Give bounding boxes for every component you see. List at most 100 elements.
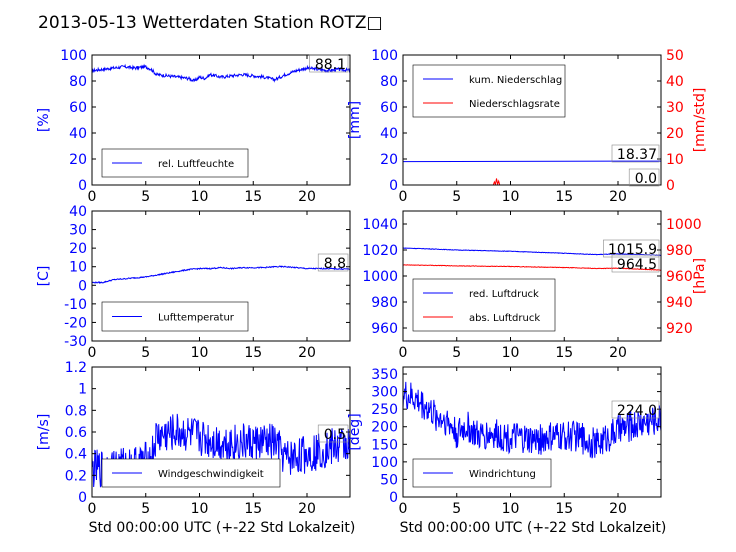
y2-tick-label: 40: [666, 74, 684, 90]
y2-tick-label: 30: [666, 100, 684, 116]
value-annotation-box: [611, 144, 660, 163]
legend-label: Windrichtung: [469, 469, 536, 480]
x-tick-label: 20: [609, 345, 627, 361]
x-tick-label: 5: [452, 345, 461, 361]
x-tick-label: 5: [141, 189, 150, 205]
y-tick-label: -20: [64, 315, 87, 331]
y-tick-label: 0: [78, 178, 87, 194]
x-tick-label: 20: [609, 189, 627, 205]
y2-tick-label: 1000: [666, 217, 702, 233]
y-tick-label: -10: [64, 297, 87, 313]
plot-frame: [402, 366, 662, 498]
value-annotation: 8.8: [324, 256, 346, 272]
y-tick-label: 0: [78, 278, 87, 294]
x-tick-label: 5: [452, 501, 461, 517]
y2-axis-label: [hPa]: [692, 258, 708, 294]
x-tick-label: 10: [191, 189, 209, 205]
y-tick-label: 20: [69, 152, 87, 168]
legend-label: red. Luftdruck: [469, 289, 539, 300]
value-annotation-box: [628, 168, 660, 187]
value-annotation: 88.1: [315, 57, 346, 73]
plot-frame: [91, 210, 351, 342]
y-tick-label: 20: [69, 241, 87, 257]
x-tick-label: 15: [244, 501, 262, 517]
y-tick-label: 1040: [362, 217, 398, 233]
x-tick-label: 20: [298, 189, 316, 205]
y-tick-label: 40: [69, 126, 87, 142]
y-axis-label: [deg]: [347, 413, 363, 450]
value-annotation-box: [309, 54, 349, 73]
y-tick-label: 0.6: [65, 425, 87, 441]
x-tick-label: 10: [502, 189, 520, 205]
y2-axis-label: [mm/std]: [692, 88, 708, 153]
y-tick-label: 40: [380, 126, 398, 142]
y-tick-label: 0.4: [65, 447, 87, 463]
panel-niederschlag: 0 5 10 15 20 0 20 40 60 80 100 0 10 20 30 40 50 [mm/std] […: [347, 48, 708, 205]
y-tick-label: 100: [371, 455, 398, 471]
y-tick-label: 60: [69, 100, 87, 116]
x-tick-label: 0: [399, 501, 408, 517]
series-line-windrichtung: [403, 381, 661, 459]
legend-label: abs. Luftdruck: [469, 313, 540, 324]
value-annotation: 964.5: [617, 257, 657, 273]
legend-label: Lufttemperatur: [158, 313, 235, 324]
y-tick-label: 980: [371, 295, 398, 311]
y2-tick-label: 50: [666, 48, 684, 64]
y-tick-label: 250: [371, 402, 398, 418]
y-tick-label: 0: [78, 490, 87, 506]
y-tick-label: 960: [371, 321, 398, 337]
y-axis-label: [mm]: [347, 101, 363, 139]
y-tick-label: 350: [371, 367, 398, 383]
x-tick-label: 20: [609, 501, 627, 517]
x-label-left: Std 00:00:00 UTC (+-22 Std Lokalzeit): [89, 520, 356, 536]
y-tick-label: 20: [380, 152, 398, 168]
value-annotation: 224.0: [617, 403, 657, 419]
y2-tick-label: 960: [666, 269, 693, 285]
x-tick-label: 15: [244, 189, 262, 205]
value-annotation: 18.37: [617, 147, 657, 163]
y2-tick-label: 920: [666, 321, 693, 337]
value-annotation-box: [603, 239, 660, 258]
value-annotation-box: [317, 424, 349, 443]
panel-windrichtung: 0 5 10 15 20050100150200250300350[deg]Windri…: [347, 366, 662, 517]
y-tick-label: 150: [371, 437, 398, 453]
y-tick-label: 80: [69, 74, 87, 90]
y-axis-label: [m/s]: [36, 414, 52, 451]
x-tick-label: 20: [298, 345, 316, 361]
y2-tick-label: 10: [666, 152, 684, 168]
legend-label: kum. Niederschlag: [469, 75, 562, 86]
series-line-niederschlagsrate: [403, 178, 661, 185]
series-line-rel-luftfeuchte: [92, 63, 350, 83]
y-axis-label: [C]: [36, 266, 52, 287]
x-label-right: Std 00:00:00 UTC (+-22 Std Lokalzeit): [400, 520, 667, 536]
x-tick-label: 0: [88, 345, 97, 361]
y-tick-label: 0: [389, 178, 398, 194]
y-tick-label: 30: [69, 223, 87, 239]
y2-tick-label: 0: [666, 178, 675, 194]
y-tick-label: 0: [389, 490, 398, 506]
x-tick-label: 5: [141, 345, 150, 361]
y2-tick-label: 20: [666, 126, 684, 142]
y-tick-label: 200: [371, 420, 398, 436]
legend-label: Niederschlagsrate: [469, 99, 560, 110]
y-tick-label: 80: [380, 74, 398, 90]
y-tick-label: 0.2: [65, 468, 87, 484]
value-annotation: 0.0: [635, 171, 657, 187]
legend-label: rel. Luftfeuchte: [158, 159, 234, 170]
value-annotation: 0.5: [324, 427, 346, 443]
value-annotation: 1015.9: [608, 242, 657, 258]
x-tick-label: 0: [88, 189, 97, 205]
panel-windgeschwindigkeit: 0 5 10 15 20 0 0.2 0.4 0.6 0.8 1 1.2 [m/s] Windgeschw…: [36, 360, 351, 517]
x-tick-label: 5: [141, 501, 150, 517]
x-tick-label: 10: [502, 501, 520, 517]
plot-frame: [91, 54, 351, 186]
x-tick-label: 15: [244, 345, 262, 361]
value-annotation-box: [611, 400, 660, 419]
series-line-abs-luftdruck: [403, 264, 661, 271]
series-line-red-luftdruck: [403, 247, 661, 257]
x-tick-label: 20: [298, 501, 316, 517]
y2-tick-label: 940: [666, 295, 693, 311]
x-tick-label: 0: [88, 501, 97, 517]
